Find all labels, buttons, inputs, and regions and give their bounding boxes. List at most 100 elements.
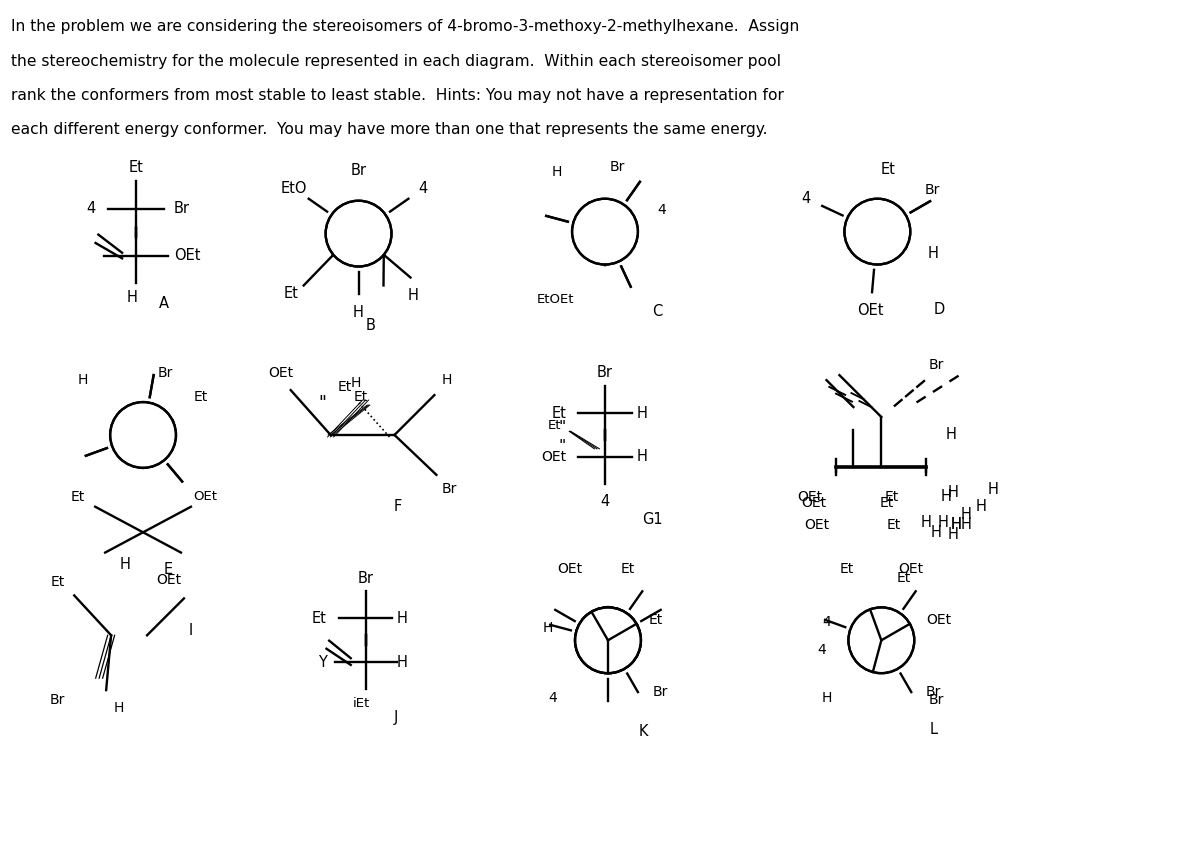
Text: iEt: iEt [353,696,370,710]
Text: OEt: OEt [857,303,883,318]
Text: rank the conformers from most stable to least stable.  Hints: You may not have a: rank the conformers from most stable to … [11,89,785,103]
Text: H: H [948,527,959,542]
Text: Et: Et [354,390,367,404]
Text: ": " [319,394,326,412]
Text: Et: Et [896,572,911,586]
Text: 4: 4 [822,615,830,630]
Text: H: H [961,517,972,532]
Circle shape [325,201,391,266]
Text: Et: Et [312,611,326,626]
Text: H: H [937,515,949,530]
Text: OEt: OEt [804,518,829,532]
Text: 4: 4 [419,181,427,196]
Text: Br: Br [350,164,366,179]
Text: EtO: EtO [281,181,307,196]
Text: H: H [127,290,138,305]
Text: J: J [394,710,397,724]
Text: H: H [636,405,647,421]
Text: ": " [559,420,566,435]
Text: Br: Br [610,160,625,174]
Text: OEt: OEt [268,366,293,380]
Text: 4: 4 [86,201,95,216]
Text: H: H [78,373,89,387]
Text: H: H [350,376,361,390]
Text: Br: Br [174,201,190,216]
Text: Y: Y [318,655,326,669]
Text: Br: Br [49,693,65,707]
Text: 4: 4 [548,691,558,705]
Text: each different energy conformer.  You may have more than one that represents the: each different energy conformer. You may… [11,122,768,137]
Text: Et: Et [839,561,853,576]
Text: OEt: OEt [926,614,952,627]
Text: EtOEt: EtOEt [536,293,574,306]
Text: H: H [976,499,986,514]
Text: OEt: OEt [174,248,200,263]
Text: Br: Br [929,358,944,373]
Text: Et: Et [620,561,635,576]
Text: H: H [928,246,938,261]
Text: H: H [920,515,931,530]
Text: 4: 4 [658,202,666,217]
Text: H: H [408,288,419,303]
Circle shape [845,199,911,265]
Text: OEt: OEt [193,491,217,503]
Text: G1: G1 [642,513,664,527]
Text: ": " [558,438,565,454]
Text: H: H [988,482,998,497]
Text: Br: Br [596,365,613,379]
Circle shape [575,608,641,674]
Text: Et: Et [881,163,895,177]
Circle shape [572,199,638,265]
Text: H: H [397,655,408,669]
Text: Et: Et [649,614,662,627]
Text: H: H [821,691,832,705]
Text: H: H [961,507,972,522]
Text: H: H [353,305,364,319]
Text: In the problem we are considering the stereoisomers of 4-bromo-3-methoxy-2-methy: In the problem we are considering the st… [11,19,799,35]
Circle shape [110,402,176,468]
Text: K: K [638,724,648,739]
Text: H: H [120,557,131,572]
Text: Et: Et [194,390,208,404]
Text: E: E [163,562,173,577]
Text: H: H [114,701,125,715]
Text: Et: Et [283,286,298,301]
Text: D: D [934,302,944,317]
Text: Et: Et [337,380,352,395]
Text: the stereochemistry for the molecule represented in each diagram.  Within each s: the stereochemistry for the molecule rep… [11,54,781,69]
Text: H: H [950,517,961,532]
Text: H: H [948,486,959,500]
Text: OEt: OEt [797,490,822,504]
Circle shape [848,608,914,674]
Text: OEt: OEt [558,561,583,576]
Text: Br: Br [652,685,667,699]
Text: Et: Et [50,576,65,589]
Text: H: H [397,611,408,626]
Text: H: H [542,621,553,636]
Text: H: H [442,373,451,387]
Text: Br: Br [442,482,457,496]
Text: Br: Br [925,685,941,699]
Text: 4: 4 [817,643,826,658]
Text: Br: Br [157,366,173,380]
Text: Et: Et [886,518,900,532]
Text: H: H [941,489,952,504]
Text: L: L [929,722,937,738]
Text: OEt: OEt [899,561,924,576]
Text: H: H [950,517,961,532]
Text: I: I [188,623,193,638]
Text: Et: Et [880,496,894,510]
Text: OEt: OEt [800,496,826,510]
Text: A: A [160,296,169,311]
Text: B: B [366,318,376,333]
Text: Br: Br [358,571,373,586]
Text: OEt: OEt [541,450,566,464]
Text: Br: Br [929,693,944,707]
Text: Et: Et [884,490,899,504]
Text: 4: 4 [600,494,610,509]
Text: Et: Et [547,420,560,432]
Text: H: H [946,427,956,443]
Text: Et: Et [128,160,144,175]
Text: H: H [552,165,563,179]
Text: H: H [636,449,647,464]
